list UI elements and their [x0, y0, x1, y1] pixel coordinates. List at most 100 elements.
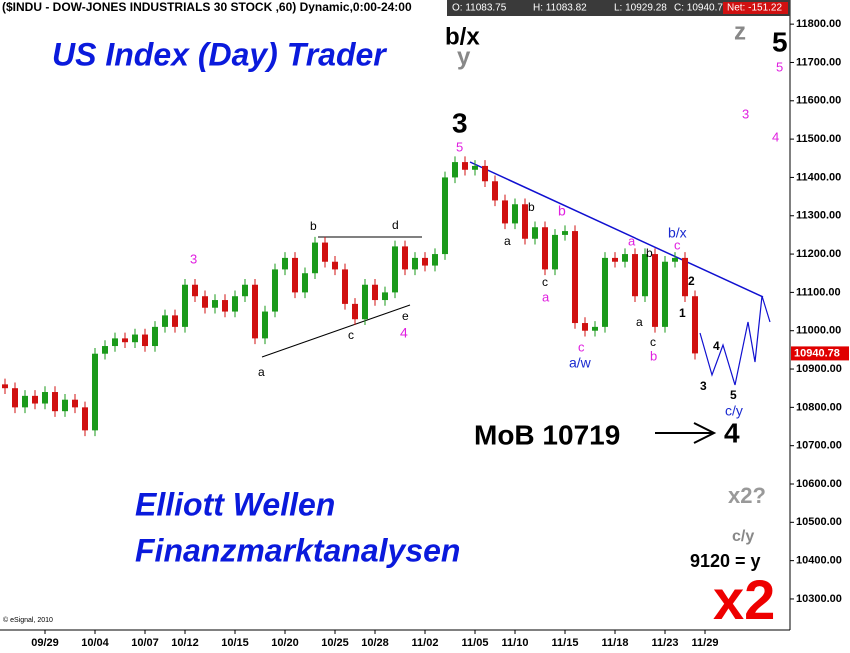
y-tick-label: 11200.00	[796, 248, 841, 260]
last-price-box	[791, 346, 849, 361]
annotation: b/x	[668, 225, 687, 241]
annotation: d	[392, 218, 399, 232]
candle-body	[522, 204, 528, 239]
candle-body	[412, 257, 418, 270]
candle-body	[2, 384, 8, 389]
triangle-bottom	[261, 304, 411, 358]
annotation: 4	[772, 129, 779, 144]
header-low: L: 10929.28	[614, 3, 667, 14]
x-tick-label: 11/05	[462, 637, 489, 649]
x-tick-label: 11/10	[502, 637, 529, 649]
header-high: H: 11083.82	[533, 3, 587, 14]
candle-body	[62, 399, 68, 412]
candle-body	[432, 254, 438, 266]
candle-body	[372, 284, 378, 301]
candle-body	[262, 311, 268, 339]
candle-body	[602, 257, 608, 327]
candle-body	[662, 261, 668, 327]
annotation: 5	[730, 388, 737, 402]
candle-body	[622, 254, 628, 262]
annotation: b	[650, 348, 657, 363]
annotation: b	[528, 200, 535, 214]
x-tick-label: 10/12	[171, 637, 199, 649]
candle-body	[152, 326, 158, 347]
candle-body	[122, 338, 128, 343]
annotation: y	[457, 43, 471, 70]
candle-body	[552, 234, 558, 270]
candle-body	[322, 242, 328, 262]
candle-body	[232, 296, 238, 312]
candle-body	[692, 296, 698, 354]
candle-body	[592, 326, 598, 331]
candle-body	[342, 269, 348, 304]
candle-body	[422, 257, 428, 266]
chart-title: ($INDU - DOW-JONES INDUSTRIALS 30 STOCK …	[2, 0, 412, 14]
x-tick-label: 10/04	[81, 637, 109, 649]
candle-body	[672, 257, 678, 262]
candle-body	[112, 338, 118, 347]
annotation: 1	[679, 306, 686, 320]
annotation: a/w	[569, 355, 592, 371]
y-tick-label: 10700.00	[796, 440, 842, 452]
projection-path	[699, 295, 771, 386]
candle-body	[402, 246, 408, 270]
y-tick-label: 11500.00	[796, 133, 841, 145]
x-tick-label: 10/28	[361, 637, 389, 649]
y-tick-label: 11100.00	[796, 286, 841, 298]
candle-body	[302, 273, 308, 293]
header-net: Net: -151.22	[727, 3, 782, 14]
x-tick-label: 11/02	[412, 637, 439, 649]
candle-body	[132, 334, 138, 343]
candle-body	[532, 227, 538, 239]
last-price-label: 10940.78	[794, 347, 840, 359]
annotation: 2	[688, 274, 695, 288]
annotation: c	[650, 335, 656, 349]
annotation: Finanzmarktanalysen	[135, 532, 460, 568]
candle-body	[182, 284, 188, 327]
x-tick-label: 10/07	[131, 637, 159, 649]
annotation: © eSignal, 2010	[3, 616, 53, 624]
x-tick-label: 10/20	[271, 637, 299, 649]
candle-body	[222, 300, 228, 312]
candle-body	[332, 261, 338, 270]
annotation: c	[348, 328, 354, 342]
candle-body	[162, 315, 168, 327]
candle-body	[562, 231, 568, 235]
annotation: b/x	[445, 23, 480, 50]
candle-body	[542, 227, 548, 270]
annotation: b	[558, 203, 566, 219]
annotation: 3	[190, 251, 197, 266]
candle-body	[652, 254, 658, 327]
y-tick-label: 10500.00	[796, 516, 842, 528]
candle-body	[272, 269, 278, 312]
candle-body	[362, 284, 368, 320]
annotation: 4	[400, 325, 408, 341]
y-tick-label: 11400.00	[796, 171, 841, 183]
header-close: C: 10940.78	[674, 3, 729, 14]
candle-body	[292, 257, 298, 293]
annotation: z	[734, 18, 746, 45]
annotation: c	[674, 237, 681, 252]
y-tick-label: 11600.00	[796, 95, 841, 107]
annotation: US Index (Day) Trader	[52, 36, 387, 72]
x-tick-label: 09/29	[31, 637, 59, 649]
annotation: 5	[772, 26, 788, 57]
y-tick-label: 10800.00	[796, 401, 842, 413]
y-tick-label: 10300.00	[796, 593, 842, 605]
x-tick-label: 11/18	[602, 637, 629, 649]
y-tick-label: 11700.00	[796, 56, 841, 68]
annotation: 4	[724, 417, 740, 448]
candle-body	[682, 257, 688, 297]
candle-body	[502, 200, 508, 224]
candle-body	[392, 246, 398, 293]
y-tick-label: 11000.00	[796, 325, 841, 337]
candle-body	[462, 162, 468, 170]
candle-body	[282, 257, 288, 270]
annotation: a	[636, 315, 643, 329]
annotation: c	[578, 339, 585, 354]
arrow-head	[693, 422, 717, 444]
candle-body	[312, 242, 318, 274]
annotation: a	[628, 233, 636, 248]
candle-body	[32, 395, 38, 404]
